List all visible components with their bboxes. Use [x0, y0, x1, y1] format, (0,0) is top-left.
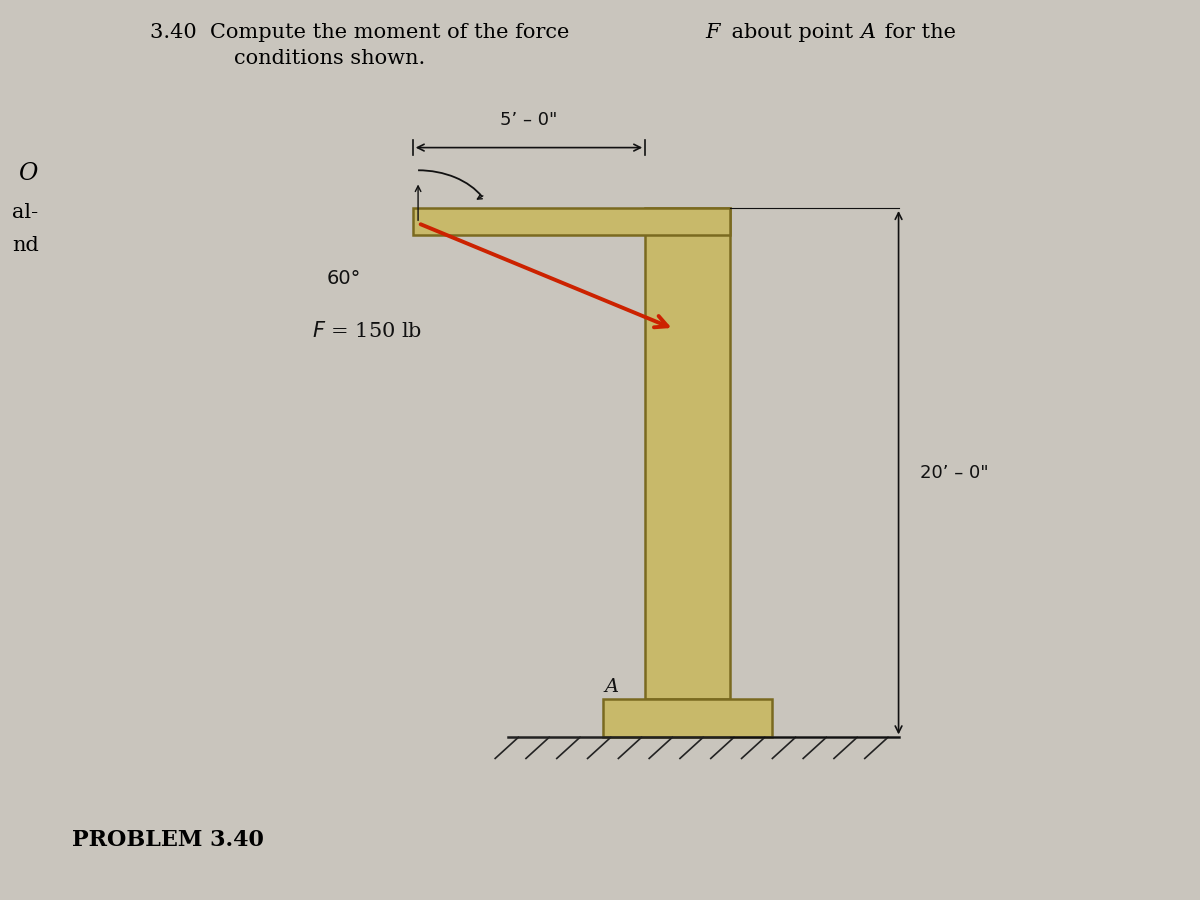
Text: 20’ – 0": 20’ – 0" — [919, 464, 989, 482]
Bar — [413, 208, 730, 235]
Text: A: A — [860, 22, 876, 41]
Text: PROBLEM 3.40: PROBLEM 3.40 — [72, 829, 264, 850]
Text: A: A — [605, 678, 619, 696]
Bar — [602, 699, 772, 737]
Text: F: F — [706, 22, 720, 41]
Text: 60°: 60° — [326, 268, 361, 288]
Text: for the: for the — [878, 22, 956, 41]
Text: 3.40  Compute the moment of the force: 3.40 Compute the moment of the force — [150, 22, 576, 41]
Text: O: O — [18, 162, 37, 185]
Text: nd: nd — [12, 236, 38, 255]
Text: al-: al- — [12, 202, 38, 221]
Text: $F$ = 150 lb: $F$ = 150 lb — [312, 321, 422, 341]
Text: conditions shown.: conditions shown. — [234, 50, 425, 68]
Text: 5’ – 0": 5’ – 0" — [500, 111, 558, 129]
Text: about point: about point — [725, 22, 859, 41]
Bar — [646, 208, 730, 699]
